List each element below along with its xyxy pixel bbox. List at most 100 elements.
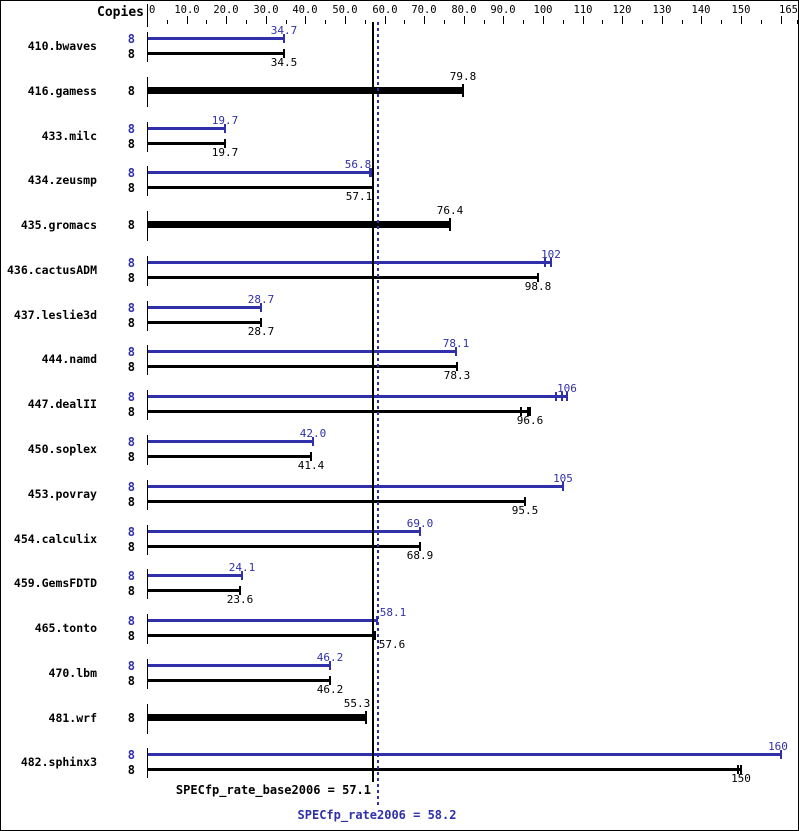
copies-value-peak: 8	[127, 390, 135, 405]
copies-value-base: 8	[127, 270, 135, 285]
benchmark-name: 459.GemsFDTD	[13, 576, 97, 591]
base-value-label: 68.9	[406, 548, 434, 562]
benchmark-name: 434.zeusmp	[27, 173, 97, 188]
benchmark-name: 453.povray	[27, 486, 97, 501]
base-bar	[148, 186, 373, 190]
row-axis-segment	[147, 255, 148, 286]
row-axis-segment	[147, 703, 148, 734]
bar-end-tick	[329, 660, 331, 670]
benchmark-name: 436.cactusADM	[6, 262, 97, 277]
axis-major-tick	[305, 16, 306, 24]
copies-value-base: 8	[127, 181, 135, 196]
bar-end-tick	[419, 541, 421, 551]
base-value-label: 96.6	[516, 414, 544, 428]
copies-value-base: 8	[127, 673, 135, 688]
axis-minor-tick	[642, 20, 643, 24]
peak-bar	[148, 753, 781, 757]
row-axis-segment	[147, 479, 148, 510]
axis-minor-tick	[761, 20, 762, 24]
peak-value-label: 28.7	[247, 292, 275, 306]
bar-end-tick	[740, 765, 742, 775]
benchmark-name: 481.wrf	[48, 710, 97, 725]
bar-end-tick	[456, 362, 458, 372]
peak-bar	[148, 260, 551, 264]
axis-major-tick	[226, 16, 227, 24]
peak-bar	[148, 484, 563, 488]
row-axis-segment	[147, 121, 148, 152]
base-value-label: 34.5	[270, 56, 298, 69]
peak-bar	[148, 619, 377, 623]
base-bar	[148, 499, 525, 503]
peak-bar	[148, 440, 313, 444]
base-value-label: 55.3	[343, 696, 371, 710]
peak-bar	[148, 529, 420, 533]
axis-tick-label: 60.0	[372, 4, 398, 16]
base-bar	[148, 634, 375, 638]
axis-minor-tick	[721, 20, 722, 24]
row-axis-segment	[147, 569, 148, 600]
base-value-label: 57.6	[378, 638, 406, 652]
benchmark-name: 447.dealII	[27, 397, 97, 412]
copies-value-base: 8	[127, 450, 135, 465]
copies-value-base: 8	[127, 47, 135, 61]
peak-value-label: 106	[557, 382, 577, 396]
reference-line-peak	[377, 22, 379, 808]
bar-end-tick	[239, 586, 241, 596]
peak-value-label: 69.0	[406, 516, 434, 530]
peak-bar	[148, 171, 372, 175]
bar-end-tick	[524, 496, 526, 506]
benchmark-name: 482.sphinx3	[20, 755, 97, 770]
bar-end-tick	[455, 347, 457, 357]
bar-end-tick	[369, 168, 371, 178]
base-bar	[148, 713, 366, 721]
peak-value-label: 46.2	[316, 650, 344, 664]
base-bar	[148, 410, 530, 414]
copies-value-base: 8	[127, 629, 135, 644]
base-value-label: 46.2	[316, 682, 344, 696]
base-value-label: 57.1	[345, 190, 373, 204]
bar-end-tick	[419, 526, 421, 536]
base-bar	[148, 678, 330, 682]
axis-tick-label: 70.0	[411, 4, 437, 16]
bar-end-tick	[562, 481, 564, 491]
bar-end-tick	[529, 407, 531, 417]
bar-end-tick	[224, 138, 226, 148]
axis-major-tick	[345, 16, 346, 24]
base-bar	[148, 221, 450, 229]
base-bar	[148, 768, 741, 772]
copies-value-peak: 8	[127, 121, 135, 136]
base-value-label: 78.3	[443, 369, 471, 383]
peak-bar	[148, 37, 284, 40]
axis-tick-label: 100	[533, 4, 553, 16]
bar-end-tick	[283, 34, 285, 43]
row-axis-segment	[147, 748, 148, 779]
copies-value-peak: 8	[127, 479, 135, 494]
benchmark-name: 450.soplex	[27, 442, 97, 457]
axis-tick-label: 90.0	[490, 4, 516, 16]
base-bar	[148, 320, 261, 324]
copies-value-peak: 8	[127, 524, 135, 539]
copies-value-peak: 8	[127, 255, 135, 270]
reference-label-peak: SPECfp_rate2006 = 58.2	[297, 808, 457, 822]
row-axis-segment	[147, 166, 148, 197]
copies-value-base: 8	[127, 584, 135, 599]
bar-end-tick	[329, 675, 331, 685]
copies-value-peak: 8	[127, 614, 135, 629]
bar-end-tick	[561, 392, 563, 402]
benchmark-name: 437.leslie3d	[13, 307, 97, 322]
peak-value-label: 34.7	[270, 24, 298, 37]
benchmark-name: 435.gromacs	[20, 218, 97, 233]
axis-minor-tick	[444, 20, 445, 24]
axis-major-tick	[622, 16, 623, 24]
reference-line-base	[372, 22, 374, 782]
axis-minor-tick	[602, 20, 603, 24]
bar-end-tick	[520, 407, 522, 417]
axis-tick-label: 0	[149, 4, 156, 16]
axis-tick-label: 30.0	[253, 4, 279, 16]
bar-end-tick	[537, 272, 539, 282]
bar-end-tick	[260, 302, 262, 312]
peak-value-label: 160	[768, 740, 788, 754]
bar-end-tick	[260, 317, 262, 327]
axis-tick-label: 120	[612, 4, 632, 16]
benchmark-name: 444.namd	[41, 352, 97, 367]
